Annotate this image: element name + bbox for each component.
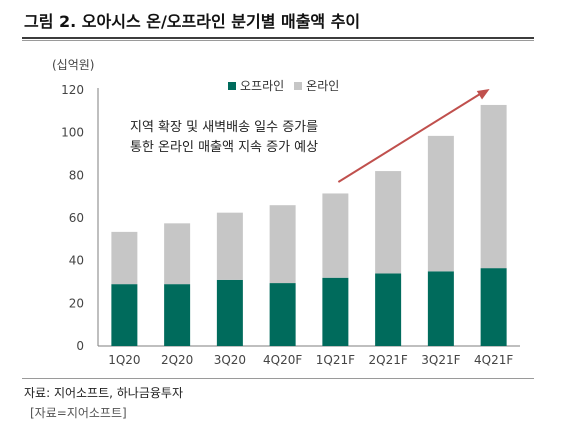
bar-online [480,104,507,269]
y-tick-label: 80 [69,168,84,182]
bar-offline [111,284,138,346]
chart-legend: 오프라인 온라인 [228,77,349,94]
image-caption: [자료=지어소프트] [30,406,127,420]
bar-offline [427,271,454,346]
bar-online [164,223,191,285]
y-tick-label: 20 [69,296,84,310]
x-tick-label: 1Q20 [108,353,140,367]
figure-title: 그림 2. 오아시스 온/오프라인 분기별 매출액 추이 [24,12,361,31]
trend-arrow-head [476,89,490,100]
y-tick-label: 100 [61,126,84,140]
y-tick-label: 0 [76,339,84,353]
legend-item-offline: 오프라인 [228,77,284,94]
title-divider [22,37,534,39]
legend-label-offline: 오프라인 [240,79,285,93]
annotation-line-1: 지역 확장 및 새벽배송 일수 증가를 [130,120,319,135]
x-tick-label: 3Q21F [421,353,460,367]
bar-offline [480,268,507,346]
x-tick-label: 2Q20 [161,353,193,367]
legend-swatch-online [294,81,303,90]
bar-offline [216,279,243,346]
title-divider-thin [22,40,534,41]
legend-label-online: 온라인 [306,79,340,93]
y-tick-label: 40 [69,254,84,268]
bar-online [216,212,243,280]
y-unit-label: (십억원) [52,58,95,72]
y-tick-label: 60 [69,211,84,225]
legend-swatch-offline [228,81,236,90]
annotation-line-2: 통한 온라인 매출액 지속 증가 예상 [130,140,319,155]
legend-item-online: 온라인 [294,77,339,94]
bar-online [322,193,349,278]
bar-online [375,171,402,274]
bar-online [111,231,138,285]
x-tick-label: 2Q21F [368,353,407,367]
bar-online [427,135,454,272]
bar-offline [269,283,296,346]
x-tick-label: 4Q20F [263,353,302,367]
chart-annotation: 지역 확장 및 새벽배송 일수 증가를 통한 온라인 매출액 지속 증가 예상 [130,118,318,158]
bar-offline [164,284,191,346]
x-tick-label: 1Q21F [316,353,355,367]
bar-offline [375,273,402,346]
bar-offline [322,277,349,346]
x-tick-label: 4Q21F [474,353,513,367]
trend-arrow-line [337,92,483,183]
x-tick-label: 3Q20 [214,353,246,367]
bar-online [269,205,296,284]
source-divider [22,378,534,379]
source-note: 자료: 지어소프트, 하나금융투자 [24,386,184,400]
y-tick-label: 120 [61,83,84,97]
